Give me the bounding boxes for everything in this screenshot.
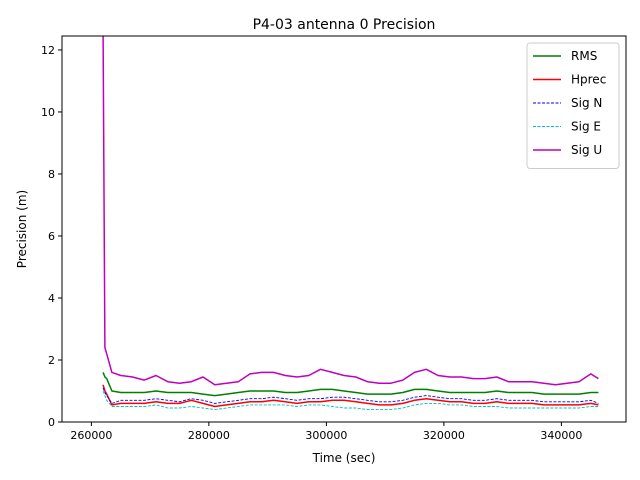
x-tick-label: 320000 — [423, 429, 465, 442]
y-tick-label: 0 — [48, 416, 55, 429]
legend-label: Sig N — [571, 96, 602, 110]
series-line-sig-n — [102, 387, 599, 404]
y-axis: 0 2 4 6 8 10 12 — [41, 44, 62, 429]
y-tick-label: 2 — [48, 354, 55, 367]
legend-label: Sig E — [571, 120, 601, 134]
series-line-sig-u — [102, 36, 599, 386]
legend: RMS Hprec Sig N Sig E Sig U — [526, 42, 620, 169]
y-axis-label: Precision (m) — [15, 190, 29, 268]
x-axis-label: Time (sec) — [312, 451, 376, 465]
y-tick-label: 10 — [41, 106, 55, 119]
legend-box — [526, 42, 620, 169]
x-tick-label: 280000 — [188, 429, 230, 442]
x-tick-label: 300000 — [305, 429, 347, 442]
y-tick-label: 8 — [48, 168, 55, 181]
legend-label: RMS — [571, 49, 597, 63]
y-tick-label: 12 — [41, 44, 55, 57]
series-line-sig-e — [102, 390, 599, 411]
legend-label: Hprec — [571, 73, 606, 87]
series-line-rms — [102, 372, 599, 397]
plot-frame — [61, 35, 627, 423]
legend-label: Sig U — [571, 143, 602, 157]
x-tick-label: 340000 — [540, 429, 582, 442]
x-tick-label: 260000 — [70, 429, 112, 442]
x-axis: 260000 280000 300000 320000 340000 — [70, 422, 582, 442]
chart-title: P4-03 antenna 0 Precision — [253, 17, 436, 33]
y-tick-label: 6 — [48, 230, 55, 243]
series-layer — [102, 36, 599, 411]
y-tick-label: 4 — [48, 292, 55, 305]
series-line-hprec — [102, 384, 599, 408]
